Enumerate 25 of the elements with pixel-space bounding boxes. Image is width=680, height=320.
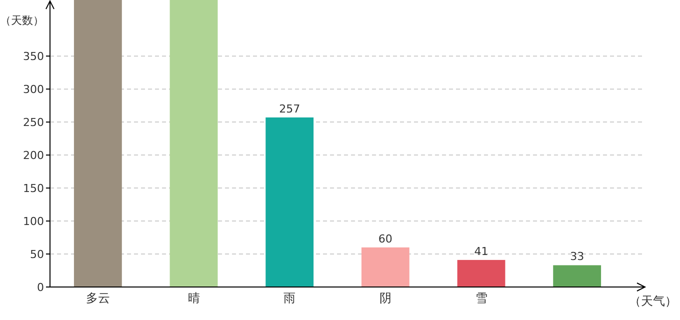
x-tick-label: 晴 — [188, 291, 200, 305]
data-label: 60 — [378, 232, 392, 246]
y-tick-label: 300 — [23, 83, 44, 96]
bar — [170, 0, 218, 287]
y-tick-label: 250 — [23, 116, 44, 130]
data-label: 41 — [474, 244, 488, 258]
x-tick-label: 多云 — [86, 291, 110, 305]
bar — [361, 247, 410, 287]
bar — [553, 265, 602, 287]
y-axis-title: （天数） — [0, 14, 44, 27]
y-tick-label: 50 — [30, 248, 44, 262]
bar — [74, 0, 122, 287]
y-tick-label: 100 — [23, 215, 44, 228]
bar — [457, 260, 506, 287]
bar — [266, 117, 314, 287]
x-tick-label: 雪 — [475, 291, 488, 305]
data-label: 257 — [279, 102, 300, 116]
x-axis-title: （天气） — [629, 294, 677, 308]
y-tick-label: 0 — [37, 281, 44, 294]
y-tick-label: 350 — [23, 50, 44, 64]
y-tick-label: 200 — [23, 149, 44, 162]
y-tick-label: 150 — [23, 182, 44, 196]
x-tick-label: 阴 — [379, 291, 392, 305]
data-label: 33 — [570, 250, 584, 264]
x-tick-label: 雨 — [284, 291, 296, 305]
